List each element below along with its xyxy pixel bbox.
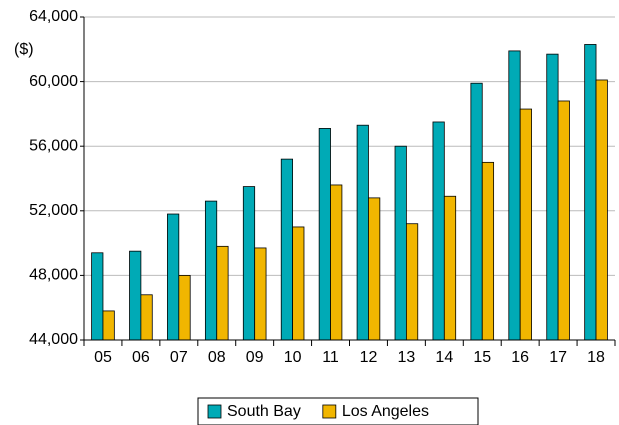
bar [167,213,180,341]
bar [280,158,294,341]
bar [519,108,532,341]
bar [242,186,256,341]
x-tick-label: 18 [587,349,605,366]
bar [102,310,115,341]
y-tick-label: 44,000 [29,331,78,348]
bar [91,252,104,341]
bar [129,250,142,341]
y-tick-label: 60,000 [29,73,78,90]
x-tick-label: 12 [360,349,378,366]
bar [443,195,457,341]
x-tick-label: 15 [473,349,491,366]
y-tick-label: 56,000 [29,137,78,154]
x-tick-label: 16 [511,349,529,366]
x-tick-label: 13 [397,349,415,366]
legend-swatch [207,404,222,419]
bar [254,247,267,341]
x-tick-label: 07 [170,349,188,366]
bar [140,294,153,341]
x-tick-label: 09 [246,349,264,366]
legend-label: South Bay [227,403,301,420]
bar [557,100,570,341]
bar [595,79,608,341]
bar [432,121,445,341]
bar [292,226,305,341]
bar [356,124,369,341]
x-tick-label: 05 [94,349,112,366]
bar [508,50,521,341]
bar [546,53,559,341]
unit-label: ($) [14,41,34,58]
x-tick-label: 17 [549,349,567,366]
bar [216,245,229,341]
bar [584,44,597,341]
legend-box [197,397,479,425]
bar [330,184,343,341]
bar [470,82,483,341]
y-tick-label: 48,000 [29,267,78,284]
y-tick-label: 52,000 [29,202,78,219]
legend-label: Los Angeles [342,403,429,420]
bar [318,128,331,341]
bar [204,200,218,341]
x-tick-label: 06 [132,349,150,366]
x-tick-label: 10 [284,349,302,366]
legend-swatch [322,404,337,419]
bar [368,197,381,341]
x-tick-label: 11 [322,349,339,366]
bar [394,145,407,341]
x-tick-label: 14 [435,349,453,366]
y-tick-label: 64,000 [29,8,78,25]
bar [405,223,419,341]
x-tick-label: 08 [208,349,226,366]
bar [481,161,495,341]
bar [178,274,191,341]
